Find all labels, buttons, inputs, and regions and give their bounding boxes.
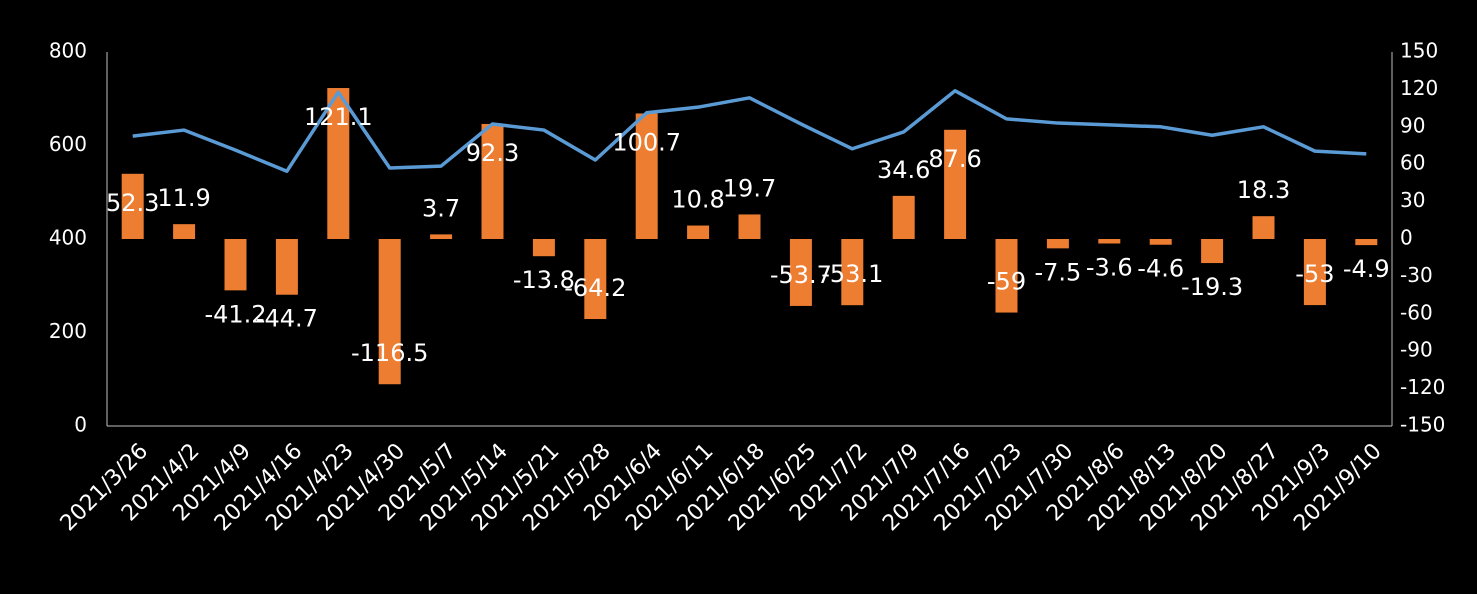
data-label: 18.3 — [1237, 176, 1290, 204]
bar — [1303, 239, 1326, 306]
data-label: 87.6 — [928, 145, 981, 173]
bar — [1046, 239, 1069, 249]
y2-tick-label: 0 — [1400, 226, 1413, 250]
y-tick-label: 800 — [49, 39, 87, 63]
bar — [635, 113, 658, 239]
data-label: -3.6 — [1086, 253, 1133, 281]
data-label: 92.3 — [466, 139, 519, 167]
bar — [327, 88, 350, 240]
data-label: -13.8 — [513, 266, 575, 294]
data-label: 121.1 — [304, 103, 373, 131]
bar — [789, 239, 812, 306]
y2-tick-label: -60 — [1400, 300, 1433, 324]
data-label: -53 — [1295, 260, 1334, 288]
y2-tick-label: 30 — [1400, 188, 1425, 212]
y2-tick-label: 90 — [1400, 113, 1425, 137]
y2-tick-label: -150 — [1400, 413, 1445, 437]
bar — [224, 239, 247, 291]
bar — [532, 239, 555, 257]
bar — [275, 239, 298, 295]
bar — [995, 239, 1018, 313]
bar — [430, 234, 453, 239]
data-label: -41.2 — [204, 300, 266, 328]
data-label: -4.9 — [1343, 255, 1390, 283]
bar — [944, 129, 967, 239]
data-label: -44.7 — [256, 305, 318, 333]
data-label: -116.5 — [351, 339, 428, 367]
data-label: 3.7 — [422, 194, 460, 222]
y2-tick-label: 120 — [1400, 76, 1438, 100]
data-label: -59 — [987, 268, 1026, 296]
y2-tick-label: -120 — [1400, 375, 1445, 399]
data-label: -53.7 — [770, 261, 832, 289]
bar — [173, 224, 196, 239]
bar — [584, 239, 607, 320]
bar — [738, 214, 761, 239]
bar — [1149, 239, 1172, 245]
data-label: -64.2 — [564, 274, 626, 302]
line — [132, 89, 1367, 173]
bar — [892, 195, 915, 239]
bar — [1098, 239, 1121, 244]
y-tick-label: 200 — [49, 319, 87, 343]
data-label: 100.7 — [612, 128, 681, 156]
bar — [481, 123, 504, 239]
data-label: -19.3 — [1181, 273, 1243, 301]
y2-tick-label: -90 — [1400, 338, 1433, 362]
y-tick-label: 600 — [49, 132, 87, 156]
bar — [687, 225, 710, 239]
bar — [841, 239, 864, 306]
y-tick-label: 0 — [74, 413, 87, 437]
bar — [1201, 239, 1224, 264]
bar — [121, 173, 144, 239]
data-label: 10.8 — [671, 186, 724, 214]
y2-tick-label: -30 — [1400, 263, 1433, 287]
bar — [1252, 216, 1275, 239]
data-label: 52.3 — [106, 189, 159, 217]
data-label: -53.1 — [821, 260, 883, 288]
bar — [378, 239, 401, 385]
y2-tick-label: 60 — [1400, 151, 1425, 175]
y-tick-label: 400 — [49, 226, 87, 250]
data-label: 11.9 — [157, 184, 210, 212]
data-label: -7.5 — [1034, 258, 1081, 286]
data-label: 19.7 — [723, 174, 776, 202]
data-label: -4.6 — [1137, 255, 1184, 283]
bar — [1355, 239, 1378, 246]
y2-tick-label: 150 — [1400, 39, 1438, 63]
data-label: 34.6 — [877, 156, 930, 184]
